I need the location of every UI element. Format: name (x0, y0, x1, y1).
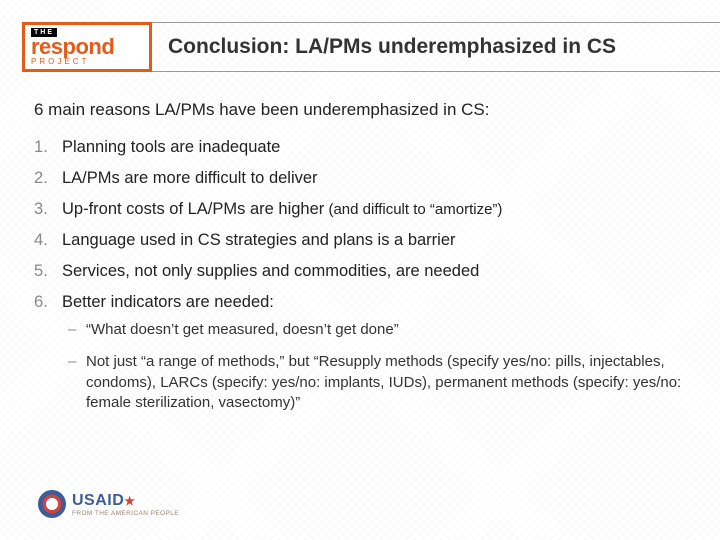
sub-list-item: “What doesn’t get measured, doesn’t get … (62, 320, 690, 340)
list-item-text: Services, not only supplies and commodit… (62, 262, 479, 280)
list-item: Language used in CS strategies and plans… (34, 231, 690, 250)
list-item: Services, not only supplies and commodit… (34, 262, 690, 281)
usaid-agency: USAID (72, 492, 124, 509)
respond-logo: THE respond PROJECT (22, 22, 152, 72)
list-item-text: Better indicators are needed: (62, 293, 274, 311)
list-item-text: Up-front costs of LA/PMs are higher (62, 200, 324, 218)
usaid-logo: USAID★ FROM THE AMERICAN PEOPLE (38, 490, 179, 518)
slide: THE respond PROJECT Conclusion: LA/PMs u… (0, 0, 720, 540)
list-item-paren: (and difficult to “amortize”) (324, 201, 502, 218)
title-bar: Conclusion: LA/PMs underemphasized in CS (150, 22, 720, 72)
content-area: 6 main reasons LA/PMs have been underemp… (34, 100, 690, 425)
list-item-text: Language used in CS strategies and plans… (62, 231, 456, 249)
reasons-list: Planning tools are inadequate LA/PMs are … (34, 138, 690, 413)
star-icon: ★ (124, 493, 135, 507)
usaid-tagline: FROM THE AMERICAN PEOPLE (72, 510, 179, 517)
list-item: LA/PMs are more difficult to deliver (34, 169, 690, 188)
sub-list: “What doesn’t get measured, doesn’t get … (62, 320, 690, 413)
list-item-text: Planning tools are inadequate (62, 138, 280, 156)
header: THE respond PROJECT Conclusion: LA/PMs u… (0, 22, 720, 72)
slide-title: Conclusion: LA/PMs underemphasized in CS (168, 35, 616, 59)
list-item: Better indicators are needed: “What doesn… (34, 293, 690, 413)
sub-list-item: Not just “a range of methods,” but “Resu… (62, 352, 690, 413)
usaid-text: USAID★ FROM THE AMERICAN PEOPLE (72, 492, 179, 517)
list-item-text: LA/PMs are more difficult to deliver (62, 169, 318, 187)
list-item: Planning tools are inadequate (34, 138, 690, 157)
list-item: Up-front costs of LA/PMs are higher (and… (34, 200, 690, 219)
logo-main: respond (31, 37, 143, 57)
intro-text: 6 main reasons LA/PMs have been underemp… (34, 100, 690, 120)
usaid-seal-icon (38, 490, 66, 518)
logo-sub: PROJECT (31, 57, 143, 66)
usaid-name: USAID★ (72, 492, 179, 510)
